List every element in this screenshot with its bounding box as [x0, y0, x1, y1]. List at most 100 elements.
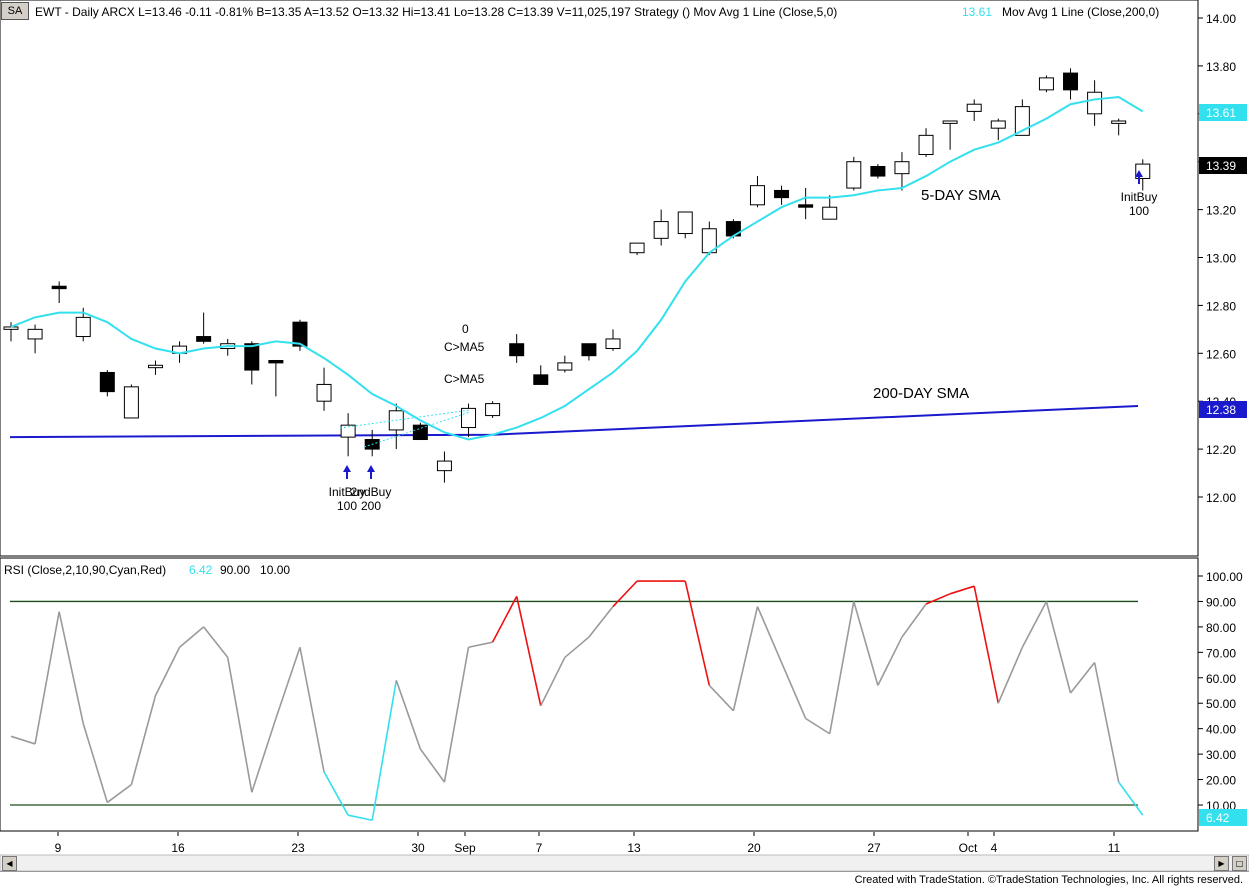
rsi-segment — [34, 611, 60, 745]
entry-dotted-line — [339, 409, 471, 429]
date-label: 13 — [627, 841, 641, 855]
candle-body — [123, 386, 139, 419]
rsi-tick-label: 80.00 — [1206, 621, 1236, 635]
expand-icon[interactable]: □ — [1232, 856, 1247, 871]
rsi-segment — [684, 580, 711, 686]
rsi-segment — [419, 748, 446, 783]
rsi-segment — [901, 603, 927, 638]
candle-body — [147, 364, 163, 369]
candle-body — [846, 161, 862, 189]
date-axis: 9 16 23 30 Sep 7 13 20 27 Oct 4 11 — [55, 832, 1121, 855]
ma5-badge — [1199, 104, 1247, 121]
signal-label: 2ndBuy — [351, 485, 392, 499]
rsi-segment — [564, 636, 590, 659]
date-label: 23 — [291, 841, 305, 855]
candle-body — [268, 359, 284, 364]
rsi-segment — [154, 646, 181, 696]
sa-button[interactable]: SA — [1, 2, 29, 20]
rsi-segment — [58, 611, 85, 724]
price-tick-label: 12.20 — [1206, 443, 1236, 457]
rsi-tick-label: 100.00 — [1206, 570, 1243, 584]
rsi-levels: 90.00 10.00 — [220, 563, 290, 577]
rsi-panel — [0, 557, 1199, 832]
rsi-segment — [251, 718, 277, 793]
rsi-segment — [130, 695, 157, 785]
horizontal-scrollbar[interactable] — [0, 854, 1249, 872]
rsi-segment — [540, 657, 566, 707]
candle-body — [340, 424, 356, 438]
ma5-polyline — [10, 96, 1144, 441]
rsi-tick-label: 50.00 — [1206, 697, 1236, 711]
rsi-segment — [443, 647, 470, 783]
scroll-right-button[interactable]: ▶ — [1214, 856, 1229, 871]
candle-body — [27, 328, 43, 340]
price-tick-label: 13.20 — [1206, 204, 1236, 218]
signal-qty: 100 — [1129, 204, 1149, 218]
candle-body — [1111, 120, 1127, 124]
rsi-segment — [612, 580, 638, 608]
candle-body — [918, 134, 934, 156]
footer-credit: Created with TradeStation. ©TradeStation… — [854, 874, 1243, 886]
candle-body — [990, 120, 1006, 129]
rsi-axis: 100.00 90.00 80.00 70.00 60.00 50.00 40.00 30.0… — [1198, 570, 1243, 813]
rsi-segment — [275, 646, 301, 719]
candle-body — [942, 120, 958, 124]
candle-body — [412, 424, 428, 441]
date-label: Sep — [454, 841, 476, 855]
candles — [3, 68, 1151, 483]
price-tick-label: 12.80 — [1206, 299, 1236, 313]
rsi-tick-label: 30.00 — [1206, 748, 1236, 762]
candle-body — [894, 161, 910, 175]
date-label: 7 — [536, 841, 543, 855]
rsi-tick-label: 70.00 — [1206, 646, 1236, 660]
rsi-segment — [347, 814, 373, 822]
candle-body — [774, 189, 790, 199]
signal-label: InitBuy — [1121, 190, 1158, 204]
rsi-segment — [973, 586, 1000, 704]
zero-label: 0 — [462, 322, 469, 336]
rsi-segment — [491, 595, 518, 643]
close-badge — [1199, 157, 1247, 174]
rsi-segment — [323, 771, 349, 816]
date-label: 30 — [411, 841, 425, 855]
rsi-lines — [10, 580, 1144, 822]
c-ma5-label-a: C>MA5 — [444, 340, 485, 354]
candle-body — [244, 343, 260, 371]
candle-body — [1038, 77, 1054, 91]
candle-body — [485, 403, 501, 417]
close-badge-text: 13.39 — [1206, 159, 1236, 173]
rsi-segment — [732, 606, 759, 712]
rsi-segment — [997, 646, 1024, 704]
rsi-segment — [1118, 781, 1144, 816]
rsi-segment — [179, 626, 205, 648]
candle-body — [677, 211, 693, 235]
rsi-tick-label: 60.00 — [1206, 672, 1236, 686]
signal-qty: 100 — [337, 499, 357, 513]
scroll-left-button[interactable]: ◀ — [2, 856, 17, 871]
date-label: 20 — [747, 841, 761, 855]
rsi-segment — [1093, 662, 1120, 783]
rsi-segment — [82, 723, 109, 803]
candle-body — [629, 242, 645, 254]
entry-dotted-line — [363, 411, 471, 448]
price-tick-label: 12.60 — [1206, 347, 1236, 361]
rsi-segment — [515, 596, 542, 706]
rsi-segment — [299, 647, 325, 773]
ma200-badge-text: 12.38 — [1206, 403, 1236, 417]
ma5-value: 13.61 — [962, 5, 992, 19]
candle-body — [822, 206, 838, 220]
candle-body — [75, 316, 91, 338]
c-ma5-label-b: C>MA5 — [444, 372, 485, 386]
ma200-label: Mov Avg 1 Line (Close,200,0) — [1002, 5, 1159, 19]
rsi-segment — [468, 641, 493, 649]
candle-body — [749, 185, 765, 206]
candle-body — [292, 321, 308, 347]
rsi-value: 6.42 — [189, 563, 213, 577]
candle-body — [653, 221, 669, 239]
rsi-segment — [877, 636, 903, 686]
price-tick-label: 14.00 — [1206, 12, 1236, 26]
candle-body — [533, 374, 549, 385]
signal-label: InitBuy — [329, 485, 366, 499]
price-axis: 14.0013.8013.6013.4013.2013.0012.8012.60… — [1198, 12, 1236, 505]
